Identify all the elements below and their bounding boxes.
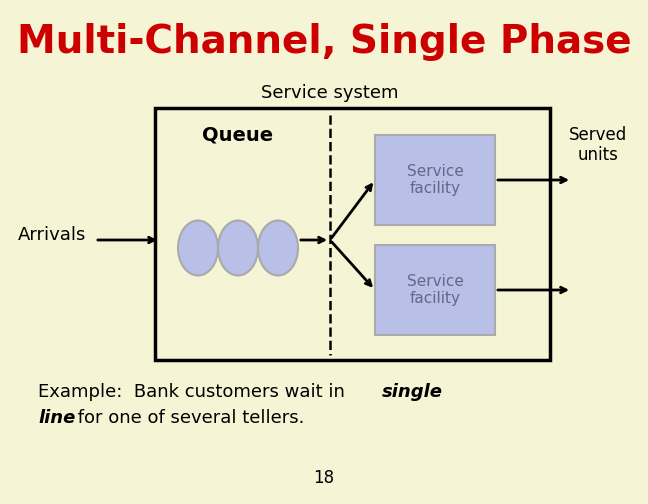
Text: Served
units: Served units bbox=[569, 125, 627, 164]
Text: for one of several tellers.: for one of several tellers. bbox=[72, 409, 305, 427]
Text: Arrivals: Arrivals bbox=[17, 226, 86, 244]
Text: Service
facility: Service facility bbox=[406, 164, 463, 196]
Bar bbox=[375, 135, 495, 225]
Text: Example:  Bank customers wait in: Example: Bank customers wait in bbox=[38, 383, 351, 401]
Text: 18: 18 bbox=[314, 469, 334, 487]
Text: Queue: Queue bbox=[202, 125, 273, 145]
Bar bbox=[155, 108, 550, 360]
Text: single: single bbox=[382, 383, 443, 401]
Bar bbox=[375, 245, 495, 335]
Text: Multi-Channel, Single Phase: Multi-Channel, Single Phase bbox=[17, 23, 631, 61]
Text: Service system: Service system bbox=[261, 84, 399, 102]
Ellipse shape bbox=[178, 221, 218, 276]
Ellipse shape bbox=[218, 221, 258, 276]
Ellipse shape bbox=[258, 221, 298, 276]
Text: Service
facility: Service facility bbox=[406, 274, 463, 306]
Text: line: line bbox=[38, 409, 75, 427]
